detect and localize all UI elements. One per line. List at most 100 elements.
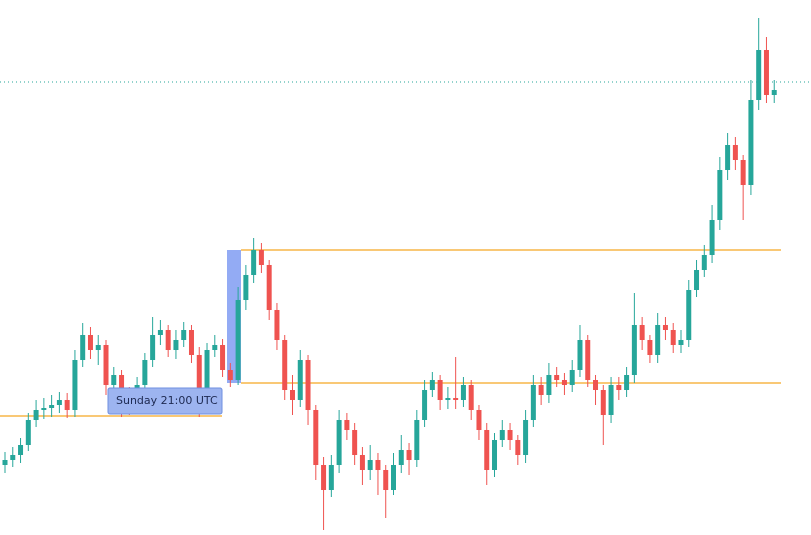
candle-body [507, 430, 513, 440]
candle-body [414, 420, 420, 460]
candle-body [694, 270, 700, 290]
candle-body [328, 465, 334, 490]
candle-body [204, 350, 210, 400]
candle-body [188, 330, 194, 355]
candle-body [367, 460, 373, 470]
candle-body [119, 375, 125, 395]
candle-body [173, 340, 179, 350]
candle-body [717, 170, 723, 220]
candle-body [391, 465, 396, 490]
candle-body [624, 375, 630, 390]
candle-body [577, 340, 583, 370]
candle-body [670, 330, 676, 345]
candle-body [554, 375, 560, 380]
candle-body [725, 145, 731, 170]
candle-body [95, 345, 101, 350]
candle-body [771, 90, 777, 95]
candle-body [336, 420, 342, 465]
candle-body [756, 50, 762, 100]
candle-body [282, 340, 288, 390]
candle-body [546, 375, 552, 395]
candle-body [111, 375, 117, 385]
level-layer [0, 81, 811, 417]
candle-body [398, 450, 404, 465]
candle-body [593, 380, 599, 390]
candle-body [64, 400, 70, 410]
candle-body [476, 410, 482, 430]
candle-body [585, 340, 591, 380]
candle-body [639, 325, 645, 340]
candle-body [305, 360, 311, 410]
candle-body [523, 420, 529, 455]
candle-body [499, 430, 505, 440]
candle-body [631, 325, 637, 375]
candle-body [157, 330, 163, 335]
candle-body [709, 220, 715, 255]
candle-body [80, 335, 86, 360]
candle-body [220, 345, 226, 370]
candle-body [297, 360, 303, 400]
candle-body [165, 330, 171, 350]
candle-body [2, 460, 8, 465]
candle-body [321, 465, 327, 490]
candle-body [561, 380, 567, 385]
candle-body [227, 370, 233, 380]
candle-body [538, 385, 544, 395]
candle-body [251, 250, 257, 275]
candle-body [701, 255, 707, 270]
session-tag-label: Sunday 21:00 UTC [116, 394, 218, 407]
candle-body [235, 300, 241, 380]
candle-body [460, 385, 466, 400]
candle-body [740, 160, 746, 185]
candle-body [492, 440, 498, 470]
candle-body [406, 450, 412, 460]
candle-body [748, 100, 754, 185]
candle-body [375, 460, 381, 470]
candle-body [600, 390, 606, 415]
candle-body [686, 290, 692, 340]
candle-body [87, 335, 93, 350]
candle-body [453, 398, 459, 400]
candle-body [103, 345, 109, 385]
candle-body [732, 145, 738, 160]
candle-body [468, 385, 474, 410]
candle-body [422, 390, 428, 420]
candle-body [608, 385, 614, 415]
candle-body [18, 445, 24, 455]
candle-body [142, 360, 148, 385]
candle-body [10, 455, 16, 460]
candle-body [763, 50, 769, 95]
candle-body [313, 410, 319, 465]
candle-body [289, 390, 295, 400]
candle-body [655, 325, 661, 355]
session-tag: Sunday 21:00 UTC [107, 387, 223, 415]
candle-body [616, 385, 622, 390]
candle-body [569, 370, 575, 385]
candle-body [25, 420, 31, 445]
candle-body [437, 380, 443, 400]
candle-body [383, 470, 389, 490]
candle-body [274, 310, 280, 340]
candle-body [530, 385, 536, 420]
candle-body [515, 440, 521, 455]
candle-body [33, 410, 39, 420]
candle-body [56, 400, 62, 405]
candle-body [266, 265, 272, 310]
candle-body [243, 275, 249, 300]
candle-body [344, 420, 350, 430]
candle-body [181, 330, 187, 340]
candle-body [429, 380, 435, 390]
candle-body [678, 340, 684, 345]
session-tag-box [107, 387, 223, 415]
candle-layer [2, 18, 777, 530]
candle-body [484, 430, 490, 470]
candle-body [150, 335, 156, 360]
candle-body [41, 408, 47, 410]
candle-body [662, 325, 668, 330]
candle-body [212, 345, 218, 350]
candle-body [49, 405, 55, 408]
candle-body [445, 398, 451, 400]
candle-body [72, 360, 78, 410]
